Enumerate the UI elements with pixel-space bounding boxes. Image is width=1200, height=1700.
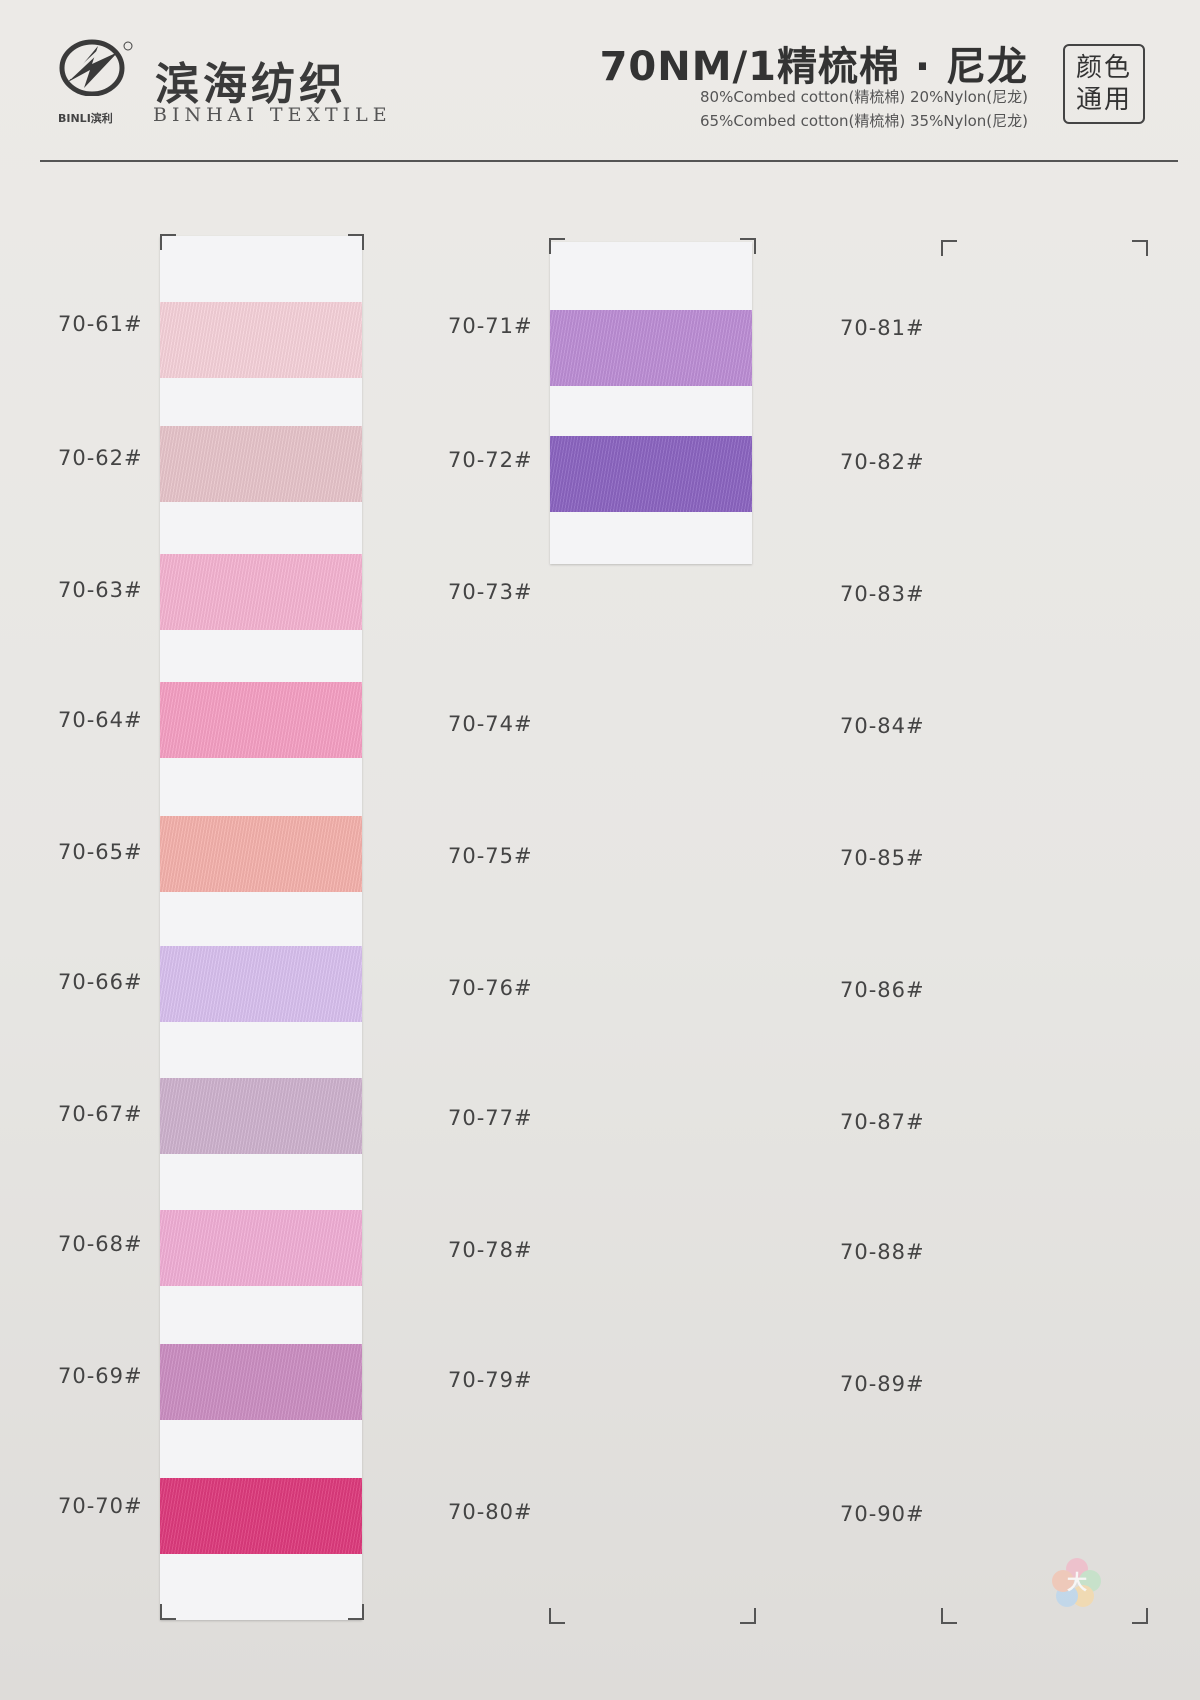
color-code-label: 70-63# [58, 578, 143, 602]
color-code-label: 70-88# [840, 1240, 925, 1264]
color-code-label: 70-81# [840, 316, 925, 340]
badge-line-2: 通用 [1075, 85, 1132, 115]
color-code-label: 70-79# [448, 1368, 533, 1392]
color-code-label: 70-75# [448, 844, 533, 868]
swatch-70-72 [550, 436, 752, 512]
color-code-label: 70-80# [448, 1500, 533, 1524]
swatch-card-1 [160, 236, 362, 1620]
crop-mark [740, 238, 756, 254]
color-code-label: 70-89# [840, 1372, 925, 1396]
color-code-label: 70-62# [58, 446, 143, 470]
color-code-label: 70-71# [448, 314, 533, 338]
color-code-label: 70-65# [58, 840, 143, 864]
swatch-card-2 [550, 242, 752, 564]
crop-mark [348, 234, 364, 250]
binli-logo-icon [59, 39, 133, 96]
color-code-label: 70-90# [840, 1502, 925, 1526]
swatch-70-68 [160, 1210, 362, 1286]
swatch-70-69 [160, 1344, 362, 1420]
color-code-label: 70-78# [448, 1238, 533, 1262]
header-divider [40, 160, 1178, 162]
composition-line-2: 65%Combed cotton(精梳棉) 35%Nylon(尼龙) [700, 112, 1028, 130]
swatch-70-71 [550, 310, 752, 386]
product-title: 70NM/1精梳棉 · 尼龙 [599, 44, 1028, 90]
crop-mark [941, 1608, 957, 1624]
color-code-label: 70-70# [58, 1494, 143, 1518]
color-code-label: 70-85# [840, 846, 925, 870]
crop-mark [1132, 240, 1148, 256]
crop-mark [941, 240, 957, 256]
brand-name-cn: 滨海纺织 [155, 59, 347, 110]
crop-mark [549, 238, 565, 254]
crop-mark [160, 234, 176, 250]
swatch-70-61 [160, 302, 362, 378]
crop-mark [160, 1604, 176, 1620]
color-universal-badge: 颜色 通用 [1063, 44, 1145, 124]
swatch-70-66 [160, 946, 362, 1022]
color-code-label: 70-73# [448, 580, 533, 604]
color-code-label: 70-86# [840, 978, 925, 1002]
badge-line-1: 颜色 [1075, 53, 1132, 83]
swatch-70-64 [160, 682, 362, 758]
color-code-label: 70-87# [840, 1110, 925, 1134]
crop-mark [549, 1608, 565, 1624]
swatch-70-70 [160, 1478, 362, 1554]
swatch-70-67 [160, 1078, 362, 1154]
crop-mark [1132, 1608, 1148, 1624]
color-code-label: 70-72# [448, 448, 533, 472]
svg-text:大: 大 [1067, 1570, 1087, 1594]
color-code-label: 70-74# [448, 712, 533, 736]
color-code-label: 70-68# [58, 1232, 143, 1256]
crop-mark [740, 1608, 756, 1624]
composition-line-1: 80%Combed cotton(精梳棉) 20%Nylon(尼龙) [700, 88, 1028, 106]
color-code-label: 70-66# [58, 970, 143, 994]
color-code-label: 70-82# [840, 450, 925, 474]
color-code-label: 70-76# [448, 976, 533, 1000]
brand-subname: BINLI滨利 [58, 112, 113, 125]
crop-mark [348, 1604, 364, 1620]
swatch-70-62 [160, 426, 362, 502]
flower-watermark-icon: 大 [1052, 1558, 1101, 1607]
swatch-70-63 [160, 554, 362, 630]
color-code-label: 70-77# [448, 1106, 533, 1130]
color-code-label: 70-61# [58, 312, 143, 336]
brand-name-en: BINHAI TEXTILE [153, 104, 392, 126]
color-code-label: 70-69# [58, 1364, 143, 1388]
color-code-label: 70-83# [840, 582, 925, 606]
color-code-label: 70-67# [58, 1102, 143, 1126]
swatch-70-65 [160, 816, 362, 892]
color-code-label: 70-84# [840, 714, 925, 738]
color-code-label: 70-64# [58, 708, 143, 732]
